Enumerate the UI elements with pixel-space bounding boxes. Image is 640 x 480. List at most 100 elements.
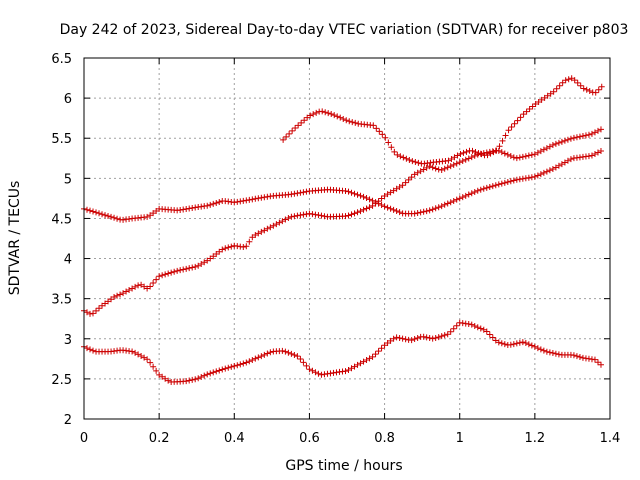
- data-point: [561, 137, 568, 144]
- data-point: [328, 110, 335, 117]
- data-point: [513, 340, 520, 347]
- data-point: [135, 282, 142, 289]
- data-point: [426, 334, 433, 341]
- data-point: [426, 207, 433, 214]
- data-point: [111, 214, 118, 221]
- data-point: [159, 373, 166, 380]
- data-point: [423, 208, 430, 215]
- data-point: [463, 148, 470, 155]
- data-point: [195, 375, 202, 382]
- data-point: [345, 188, 352, 195]
- data-point: [255, 230, 262, 237]
- data-point: [465, 155, 472, 162]
- data-point: [574, 79, 581, 86]
- data-point: [195, 262, 202, 269]
- data-point: [469, 147, 476, 154]
- x-tick-label: 0.6: [299, 431, 320, 446]
- data-point: [423, 164, 430, 171]
- data-point: [412, 158, 419, 165]
- data-point: [544, 92, 551, 99]
- data-point: [294, 353, 301, 360]
- data-point: [372, 200, 379, 207]
- data-point: [252, 231, 259, 238]
- data-point: [234, 362, 241, 369]
- data-point: [478, 151, 485, 158]
- data-point: [280, 136, 287, 143]
- data-point: [519, 175, 526, 182]
- data-point: [459, 158, 466, 165]
- data-point: [318, 212, 325, 219]
- data-point: [504, 179, 511, 186]
- data-point: [298, 119, 305, 126]
- data-point: [309, 211, 316, 218]
- data-point: [411, 171, 418, 178]
- data-point: [448, 155, 455, 162]
- data-point: [450, 161, 457, 168]
- grid-lines: [84, 58, 610, 419]
- data-point: [288, 350, 295, 357]
- data-point: [570, 134, 577, 141]
- data-point: [402, 336, 409, 343]
- data-point: [342, 368, 349, 375]
- data-point: [532, 101, 539, 108]
- data-point: [459, 194, 466, 201]
- data-point: [511, 120, 518, 127]
- data-point: [528, 342, 535, 349]
- data-point: [526, 106, 533, 113]
- y-axis-label: SDTVAR / TECUs: [7, 181, 23, 296]
- data-point: [423, 334, 430, 341]
- data-point: [270, 222, 277, 229]
- data-point: [541, 94, 548, 101]
- data-point: [249, 196, 256, 203]
- data-point: [258, 194, 265, 201]
- data-point: [96, 305, 103, 312]
- data-point: [387, 337, 394, 344]
- data-point: [186, 265, 193, 272]
- data-point: [114, 215, 121, 222]
- data-point: [531, 343, 538, 350]
- data-point: [177, 207, 184, 214]
- data-point: [480, 185, 487, 192]
- data-point: [307, 112, 314, 119]
- data-point: [399, 182, 406, 189]
- data-point: [441, 332, 448, 339]
- data-point: [408, 337, 415, 344]
- data-point: [519, 339, 526, 346]
- data-point: [558, 161, 565, 168]
- data-point: [234, 198, 241, 205]
- data-point: [90, 310, 97, 317]
- data-point: [388, 144, 395, 151]
- data-point: [546, 167, 553, 174]
- data-point: [487, 150, 494, 157]
- data-point: [420, 166, 427, 173]
- data-point: [153, 367, 160, 374]
- data-point: [375, 348, 382, 355]
- data-point: [264, 193, 271, 200]
- data-point: [513, 176, 520, 183]
- data-point: [564, 157, 571, 164]
- data-point: [147, 212, 154, 219]
- data-point: [102, 212, 109, 219]
- data-point: [204, 371, 211, 378]
- y-tick-label: 3.5: [51, 293, 72, 308]
- data-point: [414, 169, 421, 176]
- data-point: [150, 210, 157, 217]
- data-point: [357, 192, 364, 199]
- data-point: [447, 163, 454, 170]
- data-point: [156, 371, 163, 378]
- data-point: [444, 331, 451, 338]
- data-point: [523, 108, 530, 115]
- data-point: [525, 341, 532, 348]
- data-point: [460, 149, 467, 156]
- data-point: [591, 150, 598, 157]
- data-point: [282, 216, 289, 223]
- data-point: [180, 266, 187, 273]
- data-point: [165, 270, 172, 277]
- data-point: [571, 77, 578, 84]
- data-point: [553, 85, 560, 92]
- data-point: [286, 130, 293, 137]
- data-point: [409, 158, 416, 165]
- data-point: [438, 203, 445, 210]
- data-point: [454, 152, 461, 159]
- data-point: [381, 342, 388, 349]
